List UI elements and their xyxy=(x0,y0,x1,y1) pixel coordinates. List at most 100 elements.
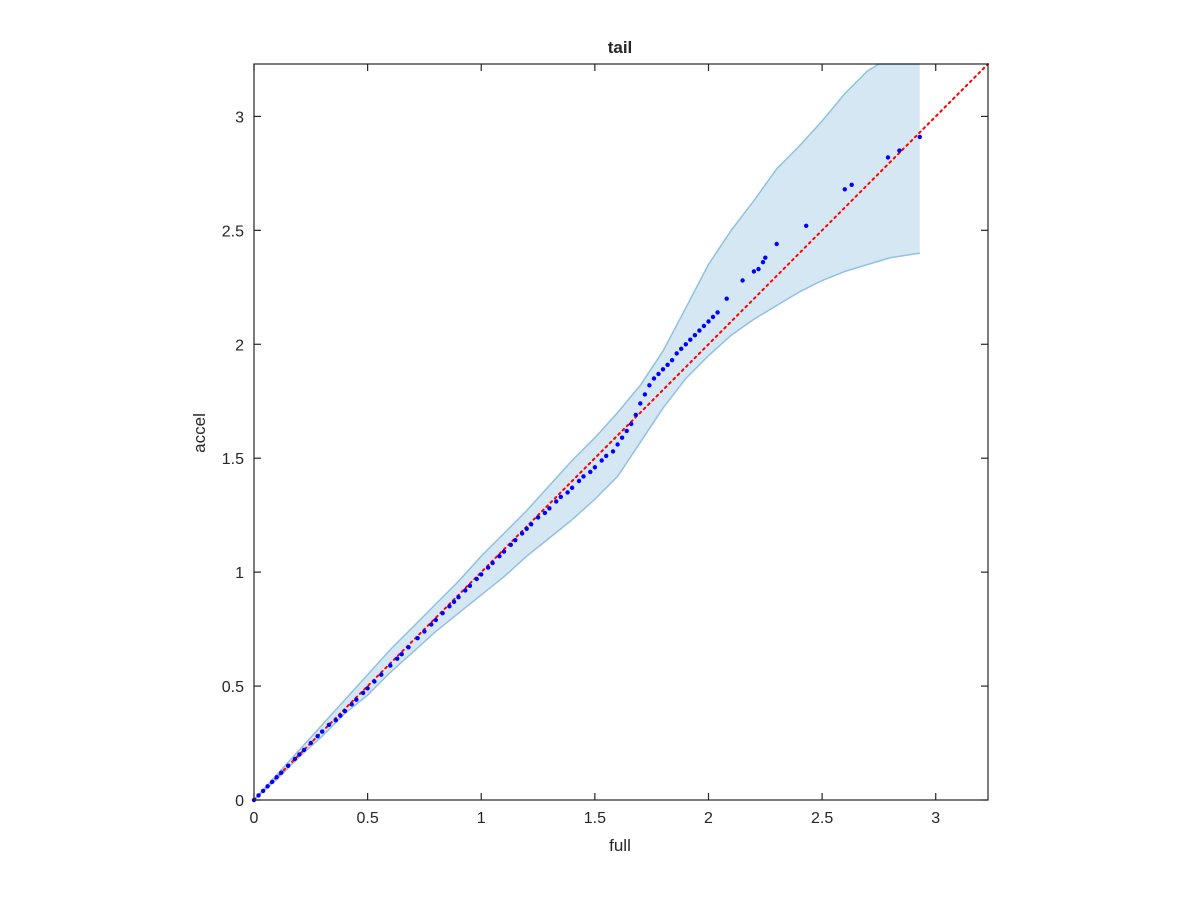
data-point xyxy=(674,351,679,356)
data-point xyxy=(456,595,461,600)
y-tick-label: 1.5 xyxy=(222,451,244,468)
y-tick-label: 0 xyxy=(235,793,244,810)
data-point xyxy=(599,458,604,463)
data-point xyxy=(467,583,473,588)
data-point xyxy=(774,241,779,247)
data-point xyxy=(706,319,711,324)
data-point xyxy=(360,690,366,696)
data-point xyxy=(297,752,302,757)
data-point xyxy=(513,538,518,543)
data-point xyxy=(524,526,529,531)
data-point xyxy=(308,740,313,746)
x-tick-label: 3 xyxy=(931,810,940,827)
x-tick-label: 1.5 xyxy=(584,810,606,827)
data-point xyxy=(576,478,582,484)
data-point xyxy=(349,702,354,707)
data-point xyxy=(647,383,652,388)
data-point xyxy=(342,708,348,714)
data-point xyxy=(679,346,684,351)
data-point xyxy=(558,494,563,500)
data-point xyxy=(849,182,854,187)
data-point xyxy=(433,617,438,623)
data-point xyxy=(429,622,434,627)
data-point xyxy=(715,310,720,315)
data-point xyxy=(581,474,586,479)
data-point xyxy=(669,358,675,363)
data-point xyxy=(270,779,275,784)
data-point xyxy=(519,531,525,536)
data-point xyxy=(763,255,768,260)
data-point xyxy=(395,656,400,661)
data-point xyxy=(265,784,270,789)
data-point xyxy=(379,672,384,677)
axes-box xyxy=(253,63,989,801)
data-point xyxy=(619,435,625,440)
data-point xyxy=(365,686,370,691)
data-point xyxy=(592,465,598,470)
data-point xyxy=(688,337,693,342)
data-point xyxy=(692,333,698,338)
x-axis-ticks: 0 0.5 1 1.5 2 2.5 3 xyxy=(250,64,940,827)
data-point xyxy=(604,453,609,459)
data-point xyxy=(463,588,468,593)
chart-title: tail xyxy=(608,38,633,57)
confidence-band-upper-edge xyxy=(253,63,920,801)
data-point xyxy=(372,679,377,684)
data-point xyxy=(501,549,507,554)
y-axis-label: accel xyxy=(190,413,209,453)
data-point xyxy=(701,323,707,329)
data-point xyxy=(588,469,593,475)
y-tick-label: 2 xyxy=(235,337,244,354)
data-point xyxy=(399,652,404,657)
data-point xyxy=(660,367,666,372)
data-point xyxy=(656,371,661,377)
data-point xyxy=(651,376,657,381)
data-point xyxy=(301,747,307,753)
data-point xyxy=(415,636,420,641)
data-point xyxy=(565,490,570,495)
x-tick-label: 1 xyxy=(477,810,486,827)
x-tick-label: 2.5 xyxy=(811,810,833,827)
data-point xyxy=(760,260,766,265)
data-point xyxy=(740,278,745,283)
confidence-band-lower-edge xyxy=(253,252,920,801)
data-point xyxy=(897,148,902,153)
y-tick-label: 3 xyxy=(235,109,244,126)
data-point xyxy=(665,362,670,367)
data-point xyxy=(508,542,513,547)
data-point xyxy=(751,269,757,274)
data-point xyxy=(485,565,491,570)
data-point xyxy=(406,645,411,650)
data-point xyxy=(490,560,495,566)
data-point xyxy=(285,763,291,768)
data-point xyxy=(842,187,847,192)
data-point xyxy=(804,223,809,228)
data-point xyxy=(474,576,479,582)
data-point xyxy=(724,296,729,301)
x-axis-label: full xyxy=(609,836,631,855)
confidence-band xyxy=(254,64,920,800)
y-tick-label: 2.5 xyxy=(222,223,244,240)
data-point xyxy=(542,510,548,516)
data-point xyxy=(569,485,575,490)
y-axis-ticks: 0 0.5 1 1.5 2 2.5 3 xyxy=(222,109,988,810)
data-point xyxy=(554,499,559,504)
data-point xyxy=(624,428,629,434)
data-point xyxy=(292,756,298,762)
data-point xyxy=(633,412,638,418)
data-point xyxy=(333,718,338,723)
data-point xyxy=(260,788,266,794)
x-tick-label: 0 xyxy=(250,810,259,827)
data-point xyxy=(274,775,279,780)
data-point xyxy=(615,442,620,447)
data-points xyxy=(251,134,922,803)
data-point xyxy=(535,515,541,520)
data-point xyxy=(338,713,343,718)
data-point xyxy=(256,793,261,798)
data-point xyxy=(638,401,643,406)
data-point xyxy=(440,611,445,616)
data-point xyxy=(497,554,502,559)
data-point xyxy=(422,629,427,634)
